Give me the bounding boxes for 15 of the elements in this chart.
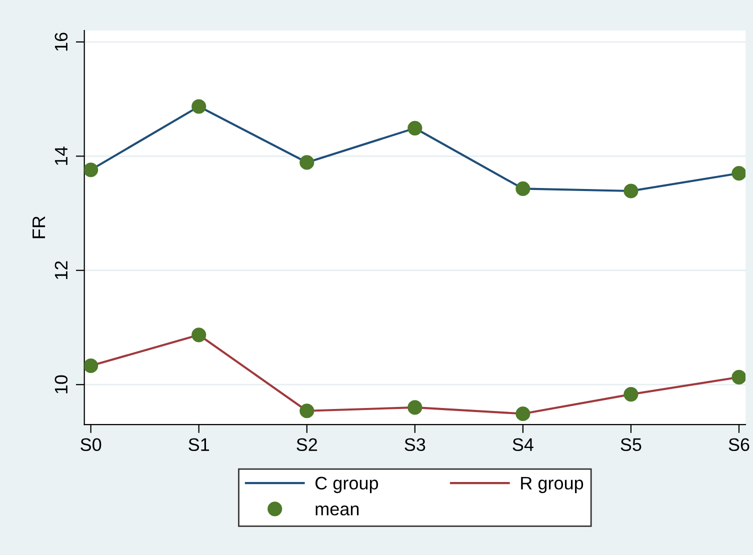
- legend-label: mean: [316, 506, 359, 516]
- legend-label: R group: [521, 476, 584, 494]
- x-tick-label: S3: [404, 438, 426, 452]
- x-tick-label: S6: [728, 438, 750, 452]
- y-tick-label: 16: [54, 32, 68, 51]
- x-tick-label: S0: [80, 438, 102, 452]
- y-tick-label: 14: [54, 146, 68, 165]
- y-tick-label: 12: [54, 261, 68, 280]
- y-axis-title: FR: [32, 216, 46, 238]
- x-tick-label: S4: [512, 438, 534, 452]
- legend-label: C group: [315, 476, 378, 494]
- x-tick-label: S1: [188, 438, 210, 452]
- x-tick-label: S2: [296, 438, 318, 452]
- x-tick-label: S5: [620, 438, 642, 452]
- y-tick-label: 10: [54, 375, 68, 394]
